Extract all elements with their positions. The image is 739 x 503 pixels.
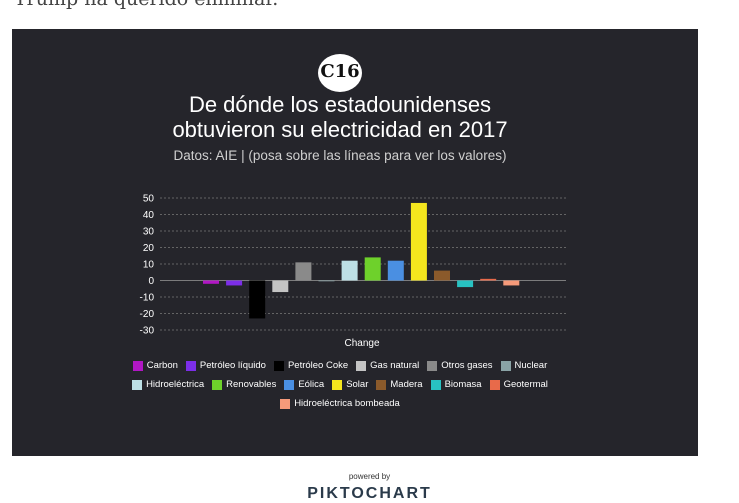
legend-label: Biomasa — [444, 379, 482, 390]
bar-biomasa[interactable] — [457, 280, 474, 288]
legend-label: Carbon — [146, 360, 178, 371]
chart-title: De dónde los estadounidenses obtuvieron … — [100, 92, 580, 142]
legend-label: Renovables — [226, 379, 277, 390]
bar-renovables[interactable] — [364, 257, 381, 281]
legend-item[interactable]: Madera — [376, 379, 423, 390]
chart-panel — [12, 29, 698, 456]
legend-swatch — [356, 360, 367, 371]
legend-swatch — [376, 379, 387, 390]
legend-item[interactable]: Petróleo líquido — [185, 360, 266, 371]
legend-item[interactable]: Petróleo Coke — [273, 360, 349, 371]
legend-swatch — [427, 360, 438, 371]
y-tick-label: 10 — [143, 260, 155, 271]
legend-label: Gas natural — [370, 360, 420, 371]
legend-item[interactable]: Renovables — [212, 379, 276, 390]
y-tick-label: -30 — [140, 326, 155, 337]
bar-otros-gases[interactable] — [295, 262, 312, 281]
legend-swatch — [212, 379, 223, 390]
legend-item[interactable]: Solar — [332, 379, 368, 390]
legend-item[interactable]: Eólica — [284, 379, 324, 390]
x-axis-label: Change — [344, 338, 379, 349]
legend-label: Petróleo Coke — [287, 360, 349, 371]
legend-row: Hidroeléctrica Renovables Eólica Solar Mader… — [100, 375, 580, 394]
bar-petróleo-líquido[interactable] — [226, 280, 243, 286]
chart-legend: Carbon Petróleo líquido Petróleo Coke Gas n… — [100, 356, 580, 413]
bar-petróleo-coke[interactable] — [249, 280, 266, 319]
bar-geotermal[interactable] — [480, 278, 497, 281]
y-tick-label: 20 — [143, 243, 155, 254]
legend-swatch — [489, 379, 500, 390]
y-tick-label: 0 — [148, 276, 154, 287]
legend-swatch — [430, 379, 441, 390]
legend-swatch — [284, 379, 295, 390]
legend-label: Hidroeléctrica bombeada — [294, 398, 400, 409]
bar-eólica[interactable] — [387, 260, 404, 281]
legend-swatch — [500, 360, 511, 371]
legend-swatch — [132, 379, 143, 390]
legend-swatch — [332, 379, 343, 390]
bar-solar[interactable] — [410, 202, 427, 281]
legend-label: Madera — [390, 379, 423, 390]
legend-swatch — [273, 360, 284, 371]
y-tick-label: 30 — [143, 227, 155, 238]
legend-label: Nuclear — [514, 360, 548, 371]
bar-carbon[interactable] — [203, 280, 219, 284]
legend-item[interactable]: Otros gases — [427, 360, 493, 371]
bar-gas-natural[interactable] — [272, 280, 289, 293]
legend-label: Solar — [346, 379, 369, 390]
bar-madera[interactable] — [434, 270, 450, 281]
legend-item[interactable]: Nuclear — [500, 360, 548, 371]
legend-item[interactable]: Geotermal — [489, 379, 548, 390]
legend-swatch — [280, 398, 291, 409]
intro-text: Trump ha querido eliminar. — [14, 0, 278, 10]
legend-item[interactable]: Hidroeléctrica — [132, 379, 204, 390]
c16-logo: C16 — [318, 54, 362, 92]
logo-text: C16 — [320, 61, 360, 82]
legend-label: Geotermal — [503, 379, 548, 390]
legend-label: Otros gases — [441, 360, 493, 371]
legend-swatch — [132, 360, 143, 371]
y-tick-label: -20 — [140, 309, 155, 320]
legend-item[interactable]: Biomasa — [430, 379, 482, 390]
bar-hidroeléctrica[interactable] — [341, 260, 358, 281]
legend-item[interactable]: Carbon — [132, 360, 178, 371]
powered-by-text: powered by — [348, 472, 391, 481]
bar-nuclear[interactable] — [318, 280, 335, 282]
legend-row: Carbon Petróleo líquido Petróleo Coke Gas n… — [100, 356, 580, 375]
y-tick-label: 50 — [143, 194, 155, 205]
y-tick-label: 40 — [143, 210, 155, 221]
bar-hidroeléctrica-bombeada[interactable] — [503, 280, 520, 286]
legend-item[interactable]: Hidroeléctrica bombeada — [280, 398, 400, 409]
legend-label: Hidroeléctrica — [146, 379, 205, 390]
legend-swatch — [185, 360, 196, 371]
legend-item[interactable]: Gas natural — [356, 360, 419, 371]
y-tick-label: -10 — [140, 293, 155, 304]
legend-label: Petróleo líquido — [199, 360, 266, 371]
chart-title-line2: obtuvieron su electricidad en 2017 — [172, 117, 508, 142]
chart-subtitle: Datos: AIE | (posa sobre las líneas para… — [173, 148, 507, 163]
legend-label: Eólica — [298, 379, 325, 390]
legend-row: Hidroeléctrica bombeada — [100, 394, 580, 413]
piktochart-brand[interactable]: PIKTOCHART — [307, 485, 432, 502]
chart-title-line1: De dónde los estadounidenses — [188, 92, 492, 117]
